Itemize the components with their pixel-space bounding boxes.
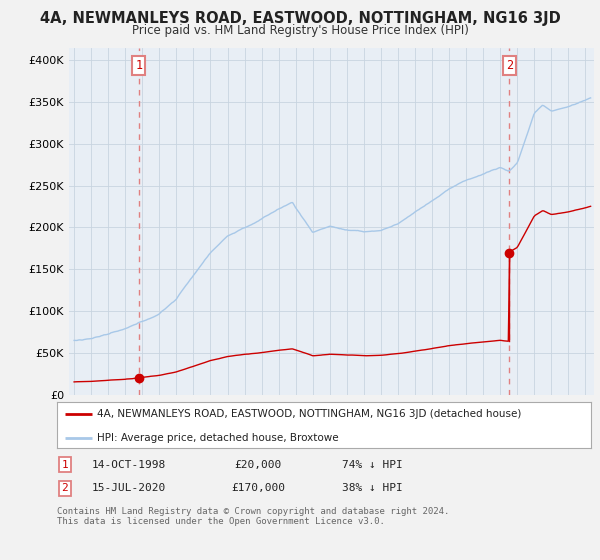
Text: 1: 1: [135, 59, 142, 72]
Text: Contains HM Land Registry data © Crown copyright and database right 2024.
This d: Contains HM Land Registry data © Crown c…: [57, 507, 449, 526]
Text: 2: 2: [61, 483, 68, 493]
Text: 15-JUL-2020: 15-JUL-2020: [92, 483, 166, 493]
Text: 2: 2: [506, 59, 513, 72]
Text: 4A, NEWMANLEYS ROAD, EASTWOOD, NOTTINGHAM, NG16 3JD: 4A, NEWMANLEYS ROAD, EASTWOOD, NOTTINGHA…: [40, 11, 560, 26]
Text: £170,000: £170,000: [231, 483, 285, 493]
Text: 14-OCT-1998: 14-OCT-1998: [92, 460, 166, 470]
Text: £20,000: £20,000: [235, 460, 281, 470]
Text: 38% ↓ HPI: 38% ↓ HPI: [341, 483, 403, 493]
Text: 1: 1: [61, 460, 68, 470]
Text: 4A, NEWMANLEYS ROAD, EASTWOOD, NOTTINGHAM, NG16 3JD (detached house): 4A, NEWMANLEYS ROAD, EASTWOOD, NOTTINGHA…: [97, 409, 521, 419]
Text: HPI: Average price, detached house, Broxtowe: HPI: Average price, detached house, Brox…: [97, 433, 338, 443]
Text: Price paid vs. HM Land Registry's House Price Index (HPI): Price paid vs. HM Land Registry's House …: [131, 24, 469, 37]
Text: 74% ↓ HPI: 74% ↓ HPI: [341, 460, 403, 470]
